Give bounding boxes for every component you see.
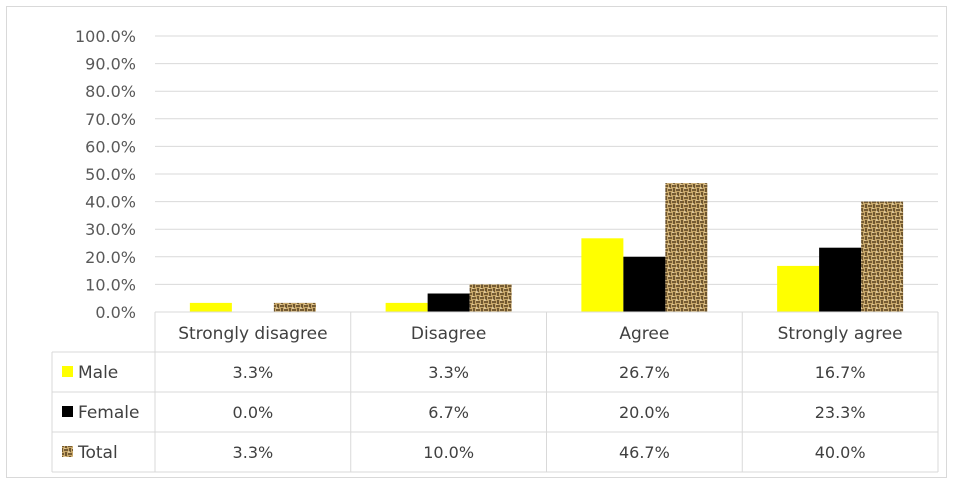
series-label: Female — [78, 403, 139, 423]
series-label: Male — [78, 363, 118, 383]
y-tick-label: 20.0% — [85, 248, 136, 267]
bar-female-disagree — [427, 293, 470, 312]
y-tick-label: 40.0% — [85, 193, 136, 212]
bar-total-disagree — [469, 284, 512, 312]
bar-female-agree — [623, 256, 666, 312]
bar-male-strongly-disagree — [189, 302, 232, 312]
data-table-cell: 3.3% — [233, 443, 274, 462]
y-tick-label: 10.0% — [85, 275, 136, 294]
category-label: Strongly disagree — [178, 324, 327, 344]
y-tick-label: 60.0% — [85, 137, 136, 156]
y-tick-label: 70.0% — [85, 110, 136, 129]
series-label: Total — [77, 443, 118, 463]
data-table: Strongly disagree Disagree Agree Strongly a… — [51, 311, 939, 473]
bar-male-disagree — [385, 302, 428, 312]
y-tick-label: 30.0% — [85, 220, 136, 239]
y-tick-label: 90.0% — [85, 55, 136, 74]
chart-frame — [6, 6, 947, 478]
category-label: Disagree — [411, 324, 486, 344]
legend-key-male — [62, 366, 73, 377]
bar-male-strongly-agree — [777, 265, 820, 312]
category-label: Agree — [619, 324, 669, 344]
bar-male-agree — [581, 238, 624, 312]
bar-total-agree — [665, 183, 708, 312]
y-tick-label: 50.0% — [85, 165, 136, 184]
data-table-cell: 3.3% — [233, 363, 274, 382]
data-table-cell: 20.0% — [619, 403, 670, 422]
data-table-cell: 10.0% — [423, 443, 474, 462]
y-tick-label: 0.0% — [95, 303, 136, 322]
bars — [189, 183, 904, 312]
bar-female-strongly-agree — [819, 247, 862, 312]
bar-total-strongly-agree — [861, 201, 904, 312]
data-table-cell: 26.7% — [619, 363, 670, 382]
data-table-cell: 0.0% — [233, 403, 274, 422]
data-table-cell: 16.7% — [815, 363, 866, 382]
y-tick-label: 80.0% — [85, 82, 136, 101]
data-table-cell: 6.7% — [428, 403, 469, 422]
y-axis: 0.0% 10.0% 20.0% 30.0% 40.0% 50.0% 60.0% 70.0% 8… — [75, 27, 136, 322]
data-table-cell: 3.3% — [428, 363, 469, 382]
data-table-cell: 46.7% — [619, 443, 670, 462]
bar-total-strongly-disagree — [273, 302, 316, 312]
legend-key-female — [62, 406, 73, 417]
legend-key-total — [62, 446, 73, 457]
y-tick-label: 100.0% — [75, 27, 136, 46]
data-table-cell: 23.3% — [815, 403, 866, 422]
category-label: Strongly agree — [778, 324, 903, 344]
data-table-cell: 40.0% — [815, 443, 866, 462]
